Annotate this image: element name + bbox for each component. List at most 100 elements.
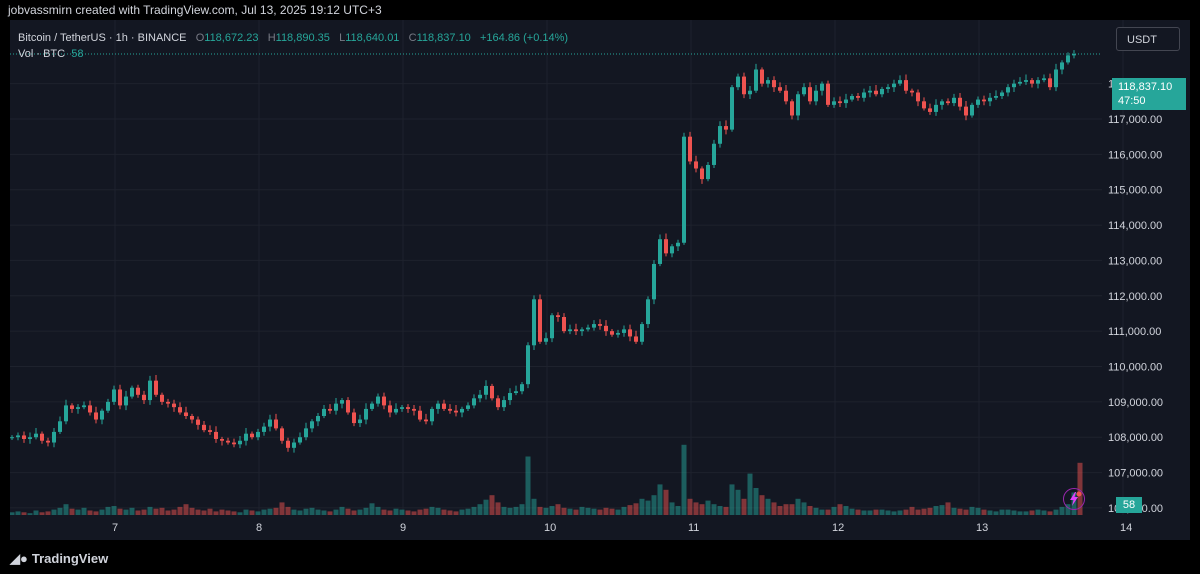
- candle-body: [268, 419, 272, 427]
- candle-body: [1054, 69, 1058, 88]
- volume-bar: [39, 512, 45, 515]
- volume-bar: [201, 510, 207, 515]
- candle-body: [670, 246, 674, 254]
- candlestick-chart[interactable]: 118,000.00117,000.00116,000.00115,000.00…: [10, 20, 1190, 540]
- currency-button[interactable]: USDT: [1116, 27, 1180, 51]
- volume-bar: [867, 510, 873, 515]
- volume-bar: [105, 506, 111, 515]
- candle-body: [832, 101, 836, 105]
- candle-body: [994, 96, 998, 98]
- candle-body: [694, 161, 698, 169]
- candle-body: [40, 433, 44, 441]
- volume-bar: [873, 509, 879, 515]
- candle-body: [880, 88, 884, 95]
- volume-bar: [321, 510, 327, 515]
- candle-body: [346, 400, 350, 413]
- candle-body: [160, 394, 164, 402]
- candle-body: [460, 408, 464, 413]
- chart-panel[interactable]: 118,000.00117,000.00116,000.00115,000.00…: [10, 20, 1190, 540]
- volume-bar: [705, 500, 711, 515]
- candle-body: [760, 69, 764, 84]
- volume-bar: [1035, 509, 1041, 515]
- candle-body: [844, 99, 848, 104]
- candle-body: [658, 239, 662, 264]
- candle-body: [1042, 78, 1046, 81]
- candle-body: [766, 80, 770, 84]
- volume-bar: [279, 502, 285, 515]
- candle-body: [232, 442, 236, 445]
- volume-bar: [621, 506, 627, 515]
- tradingview-logo[interactable]: ◢● TradingView: [10, 551, 108, 567]
- candle-body: [682, 136, 686, 243]
- volume-bar: [243, 509, 249, 515]
- volume-bar: [255, 511, 261, 515]
- candle-body: [868, 90, 872, 93]
- candle-body: [298, 437, 302, 443]
- candle-body: [286, 440, 290, 448]
- y-tick-label: 112,000.00: [1108, 291, 1162, 303]
- x-tick-label: 14: [1120, 522, 1132, 534]
- volume-bar: [783, 504, 789, 515]
- candle-body: [934, 104, 938, 112]
- volume-bar: [765, 498, 771, 515]
- volume-bar: [231, 511, 237, 515]
- volume-tag: 58: [1116, 497, 1142, 513]
- candle-body: [790, 101, 794, 116]
- candle-body: [730, 87, 734, 130]
- volume-bar: [999, 509, 1005, 515]
- candle-body: [604, 325, 608, 332]
- volume-bar: [153, 508, 159, 515]
- candle-body: [622, 329, 626, 333]
- volume-bar: [723, 506, 729, 515]
- volume-bar: [195, 509, 201, 515]
- volume-bar: [693, 502, 699, 515]
- volume-bar: [537, 506, 543, 515]
- candle-body: [364, 408, 368, 420]
- low-label: L: [339, 32, 346, 44]
- candle-body: [334, 403, 338, 411]
- candle-body: [520, 384, 524, 392]
- candle-body: [226, 440, 230, 443]
- volume-bar: [531, 498, 537, 515]
- volume-bar: [33, 510, 39, 515]
- volume-bar: [651, 495, 657, 515]
- candle-body: [412, 408, 416, 411]
- volume-bar: [789, 504, 795, 515]
- candle-body: [544, 338, 548, 342]
- volume-bar: [123, 509, 129, 515]
- volume-bar: [555, 504, 561, 515]
- volume-bar: [903, 509, 909, 515]
- volume-label: Vol · BTC: [18, 48, 66, 60]
- volume-bar: [585, 507, 591, 515]
- candle-body: [382, 396, 386, 406]
- candle-body: [676, 242, 680, 247]
- volume-bar: [831, 506, 837, 515]
- volume-bar: [801, 502, 807, 515]
- volume-bar: [945, 502, 951, 515]
- candle-body: [124, 396, 128, 406]
- candle-body: [808, 87, 812, 102]
- candle-body: [922, 101, 926, 109]
- candle-body: [562, 317, 566, 332]
- volume-bar: [795, 498, 801, 515]
- candle-body: [22, 435, 26, 439]
- volume-bar: [351, 510, 357, 515]
- volume-bar: [237, 512, 243, 515]
- candle-body: [388, 405, 392, 413]
- ohlc-row: Bitcoin / TetherUS · 1h · BINANCE O118,6…: [18, 30, 568, 46]
- candle-body: [280, 428, 284, 441]
- candle-body: [532, 299, 536, 346]
- volume-bar: [411, 511, 417, 515]
- y-tick-label: 116,000.00: [1108, 149, 1162, 161]
- volume-bar: [45, 511, 51, 515]
- candle-body: [652, 263, 656, 300]
- volume-bar: [993, 511, 999, 515]
- candle-body: [172, 403, 176, 408]
- candle-body: [646, 299, 650, 325]
- lightning-icon[interactable]: [1063, 488, 1085, 510]
- candles: [10, 50, 1076, 453]
- candle-body: [838, 101, 842, 104]
- volume-bar: [921, 508, 927, 515]
- volume-bar: [69, 508, 75, 515]
- candle-body: [250, 433, 254, 438]
